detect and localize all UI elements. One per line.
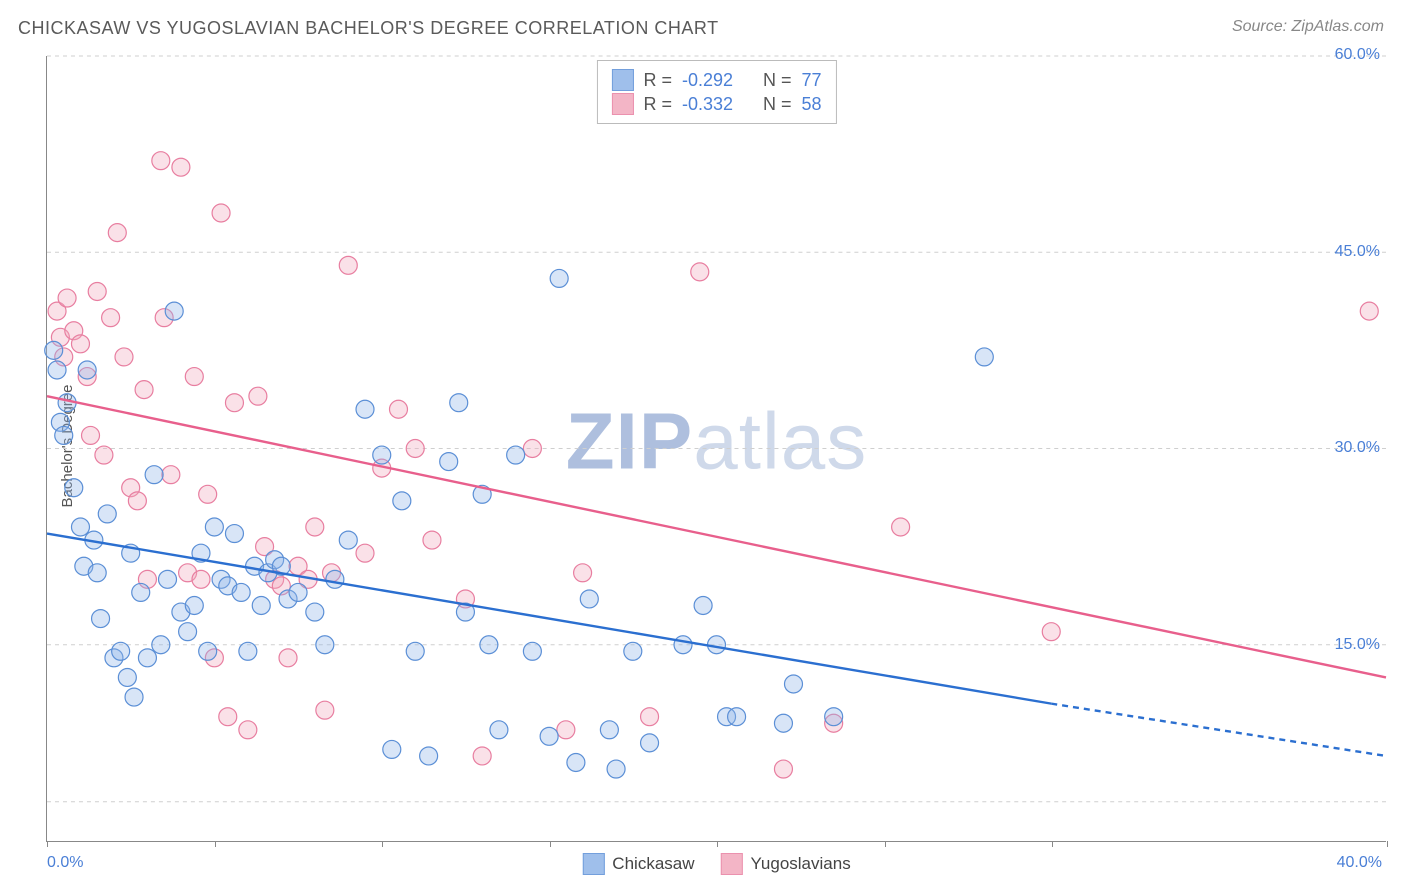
scatter-svg	[47, 56, 1386, 841]
x-tick-label: 0.0%	[47, 854, 83, 872]
source-attribution: Source: ZipAtlas.com	[1232, 18, 1384, 36]
r-label: R =	[643, 70, 672, 91]
legend-item-yugoslavians: Yugoslavians	[721, 853, 851, 875]
chart-title: CHICKASAW VS YUGOSLAVIAN BACHELOR'S DEGR…	[18, 18, 719, 39]
n-label: N =	[763, 70, 792, 91]
series-legend: Chickasaw Yugoslavians	[582, 853, 850, 875]
stats-row-chickasaw: R = -0.292 N = 77	[611, 69, 821, 91]
r-label: R =	[643, 94, 672, 115]
legend-label-yugoslavians: Yugoslavians	[751, 854, 851, 874]
y-tick-label: 45.0%	[1335, 243, 1380, 261]
legend-label-chickasaw: Chickasaw	[612, 854, 694, 874]
swatch-yugoslavians	[611, 93, 633, 115]
n-label: N =	[763, 94, 792, 115]
stats-row-yugoslavians: R = -0.332 N = 58	[611, 93, 821, 115]
r-value-yugoslavians: -0.332	[682, 94, 733, 115]
swatch-chickasaw	[582, 853, 604, 875]
plot-area: ZIPatlas R = -0.292 N = 77 R = -0.332 N …	[46, 56, 1386, 842]
n-value-chickasaw: 77	[802, 70, 822, 91]
stats-legend: R = -0.292 N = 77 R = -0.332 N = 58	[596, 60, 836, 124]
y-tick-label: 15.0%	[1335, 636, 1380, 654]
r-value-chickasaw: -0.292	[682, 70, 733, 91]
y-tick-label: 30.0%	[1335, 439, 1380, 457]
legend-item-chickasaw: Chickasaw	[582, 853, 694, 875]
x-tick-label: 40.0%	[1337, 854, 1382, 872]
swatch-yugoslavians	[721, 853, 743, 875]
y-tick-label: 60.0%	[1335, 46, 1380, 64]
swatch-chickasaw	[611, 69, 633, 91]
n-value-yugoslavians: 58	[802, 94, 822, 115]
